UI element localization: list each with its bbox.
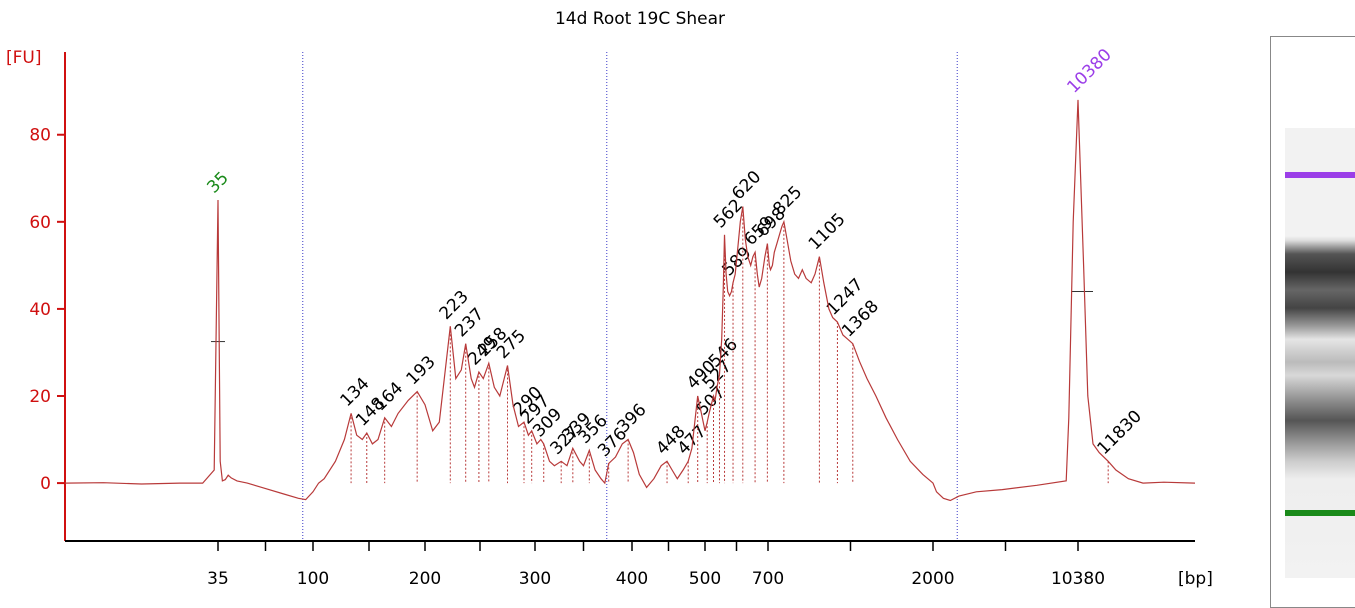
x-tick-label: 400 bbox=[616, 569, 648, 589]
peak-label: 193 bbox=[403, 352, 440, 389]
marker-label: 35 bbox=[203, 168, 232, 197]
x-tick-label: 10380 bbox=[1051, 569, 1105, 589]
x-tick-label: 100 bbox=[297, 569, 329, 589]
chart-title: 14d Root 19C Shear bbox=[555, 9, 725, 29]
x-tick-label: 2000 bbox=[911, 569, 954, 589]
x-tick-label: 200 bbox=[409, 569, 441, 589]
x-tick-label: 35 bbox=[207, 569, 229, 589]
x-tick-label: 300 bbox=[519, 569, 551, 589]
gel-lane bbox=[1285, 128, 1355, 578]
gel-marker-band bbox=[1285, 510, 1355, 516]
x-axis-label: [bp] bbox=[1178, 569, 1213, 589]
y-tick-label: 60 bbox=[29, 213, 51, 233]
trace bbox=[64, 99, 1196, 502]
y-axis-label: [FU] bbox=[6, 48, 42, 68]
peak-label: 11830 bbox=[1094, 406, 1146, 458]
y-tick-label: 0 bbox=[40, 474, 51, 494]
peak-label: 1105 bbox=[805, 209, 850, 254]
y-tick-label: 80 bbox=[29, 126, 51, 146]
marker-label: 10380 bbox=[1063, 45, 1115, 97]
y-tick-label: 20 bbox=[29, 387, 51, 407]
gel-marker-band bbox=[1285, 172, 1355, 178]
gel-image bbox=[1270, 36, 1355, 608]
x-tick-label: 500 bbox=[689, 569, 721, 589]
y-tick-label: 40 bbox=[29, 300, 51, 320]
x-tick-label: 700 bbox=[752, 569, 784, 589]
